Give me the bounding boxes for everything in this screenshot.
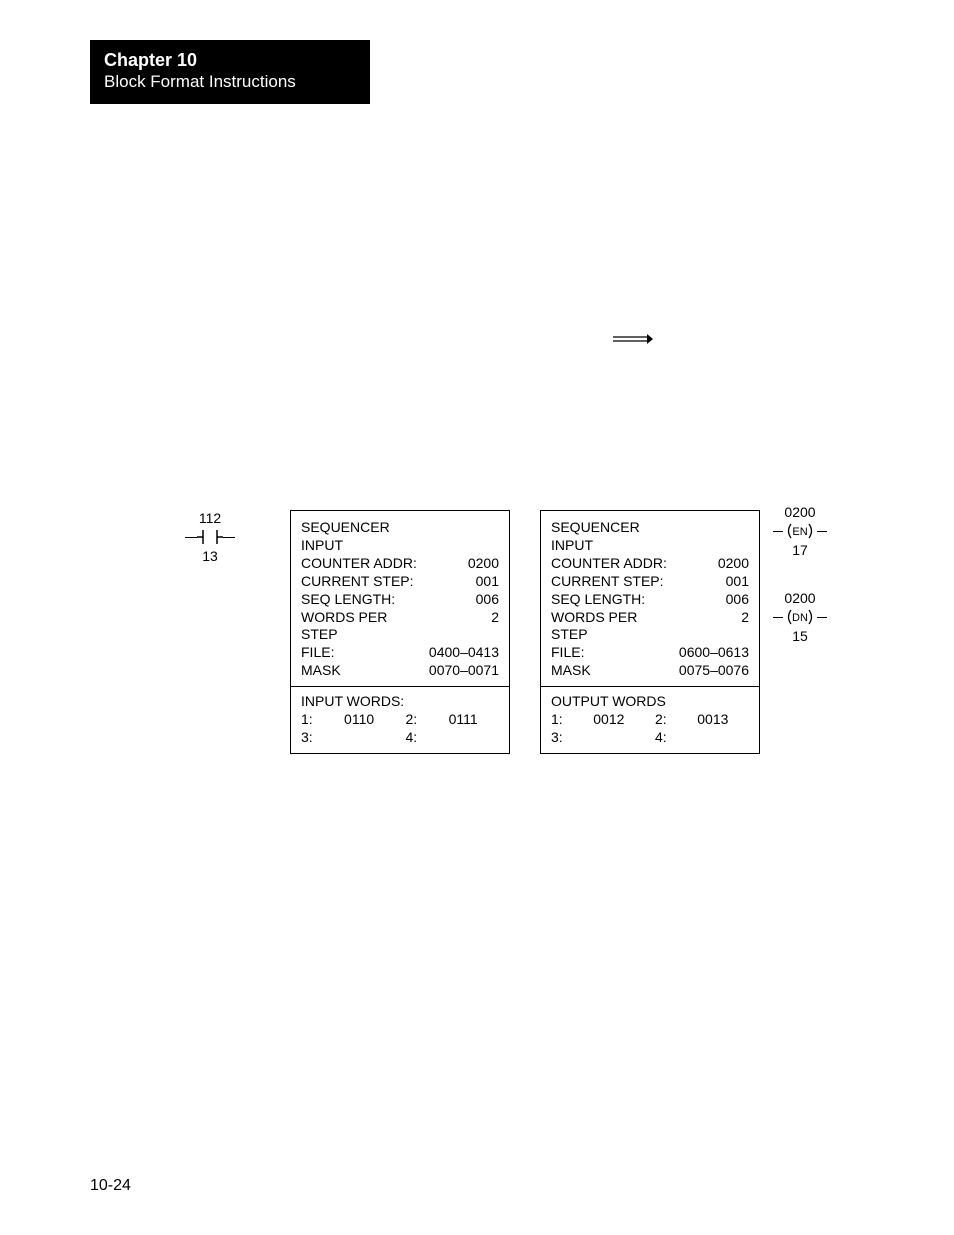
block-params: SEQUENCER INPUT COUNTER ADDR:0200 CURREN… — [291, 511, 509, 686]
param-value: 0600–0613 — [669, 644, 749, 662]
word-val: 0111 — [449, 711, 499, 729]
word-key: 3: — [301, 729, 334, 747]
param-label: FILE: — [551, 644, 584, 662]
param-value: 0075–0076 — [669, 662, 749, 680]
input-contact: 112 13 — [175, 510, 245, 564]
words-title: INPUT WORDS: — [301, 693, 499, 711]
block-title: SEQUENCER INPUT — [551, 519, 669, 555]
arrow-icon — [613, 333, 653, 345]
words-title: OUTPUT WORDS — [551, 693, 749, 711]
sequencer-block-1: SEQUENCER INPUT COUNTER ADDR:0200 CURREN… — [290, 510, 510, 754]
contact-symbol — [175, 528, 245, 546]
word-val: 0012 — [593, 711, 645, 729]
word-val: 0013 — [697, 711, 749, 729]
word-key: 2: — [655, 711, 687, 729]
chapter-subtitle: Block Format Instructions — [104, 72, 356, 92]
param-label: CURRENT STEP: — [301, 573, 414, 591]
word-key: 4: — [406, 729, 439, 747]
svg-text:EN: EN — [792, 526, 807, 538]
page-number: 10-24 — [90, 1177, 131, 1195]
block-words: INPUT WORDS: 1: 0110 2: 0111 3: 4: — [291, 686, 509, 753]
svg-text:DN: DN — [792, 612, 808, 624]
param-label: MASK — [551, 662, 591, 680]
chapter-header: Chapter 10 Block Format Instructions — [90, 40, 370, 104]
done-coil: 0200 DN 15 — [765, 590, 835, 644]
chapter-number: Chapter 10 — [104, 50, 356, 72]
param-value: 2 — [669, 609, 749, 645]
block-title: SEQUENCER INPUT — [301, 519, 419, 555]
word-val — [344, 729, 395, 747]
word-key: 2: — [406, 711, 439, 729]
param-label: FILE: — [301, 644, 334, 662]
param-label: COUNTER ADDR: — [301, 555, 417, 573]
param-label: SEQ LENGTH: — [301, 591, 395, 609]
param-value: 0200 — [419, 555, 499, 573]
param-value: 0200 — [669, 555, 749, 573]
word-key: 3: — [551, 729, 583, 747]
param-value: 0070–0071 — [419, 662, 499, 680]
coil-symbol: DN — [765, 608, 835, 626]
block-params: SEQUENCER INPUT COUNTER ADDR:0200 CURREN… — [541, 511, 759, 686]
param-label: WORDS PER STEP — [301, 609, 419, 645]
coil-address: 0200 — [765, 590, 835, 606]
param-label: SEQ LENGTH: — [551, 591, 645, 609]
word-val — [593, 729, 645, 747]
param-value: 2 — [419, 609, 499, 645]
sequencer-block-2: SEQUENCER INPUT COUNTER ADDR:0200 CURREN… — [540, 510, 760, 754]
word-val: 0110 — [344, 711, 395, 729]
coil-symbol: EN — [765, 522, 835, 540]
coil-bit: 15 — [765, 628, 835, 644]
coil-bit: 17 — [765, 542, 835, 558]
word-key: 1: — [551, 711, 583, 729]
word-val — [697, 729, 749, 747]
param-label: COUNTER ADDR: — [551, 555, 667, 573]
word-key: 4: — [655, 729, 687, 747]
coil-address: 0200 — [765, 504, 835, 520]
word-key: 1: — [301, 711, 334, 729]
param-value: 001 — [669, 573, 749, 591]
block-words: OUTPUT WORDS 1: 0012 2: 0013 3: 4: — [541, 686, 759, 753]
param-value: 0400–0413 — [419, 644, 499, 662]
param-label: WORDS PER STEP — [551, 609, 669, 645]
param-value: 001 — [419, 573, 499, 591]
contact-bit: 13 — [175, 548, 245, 564]
param-value: 006 — [419, 591, 499, 609]
word-val — [449, 729, 499, 747]
enable-coil: 0200 EN 17 — [765, 504, 835, 558]
param-label: CURRENT STEP: — [551, 573, 664, 591]
param-value: 006 — [669, 591, 749, 609]
contact-address: 112 — [175, 510, 245, 526]
param-label: MASK — [301, 662, 341, 680]
